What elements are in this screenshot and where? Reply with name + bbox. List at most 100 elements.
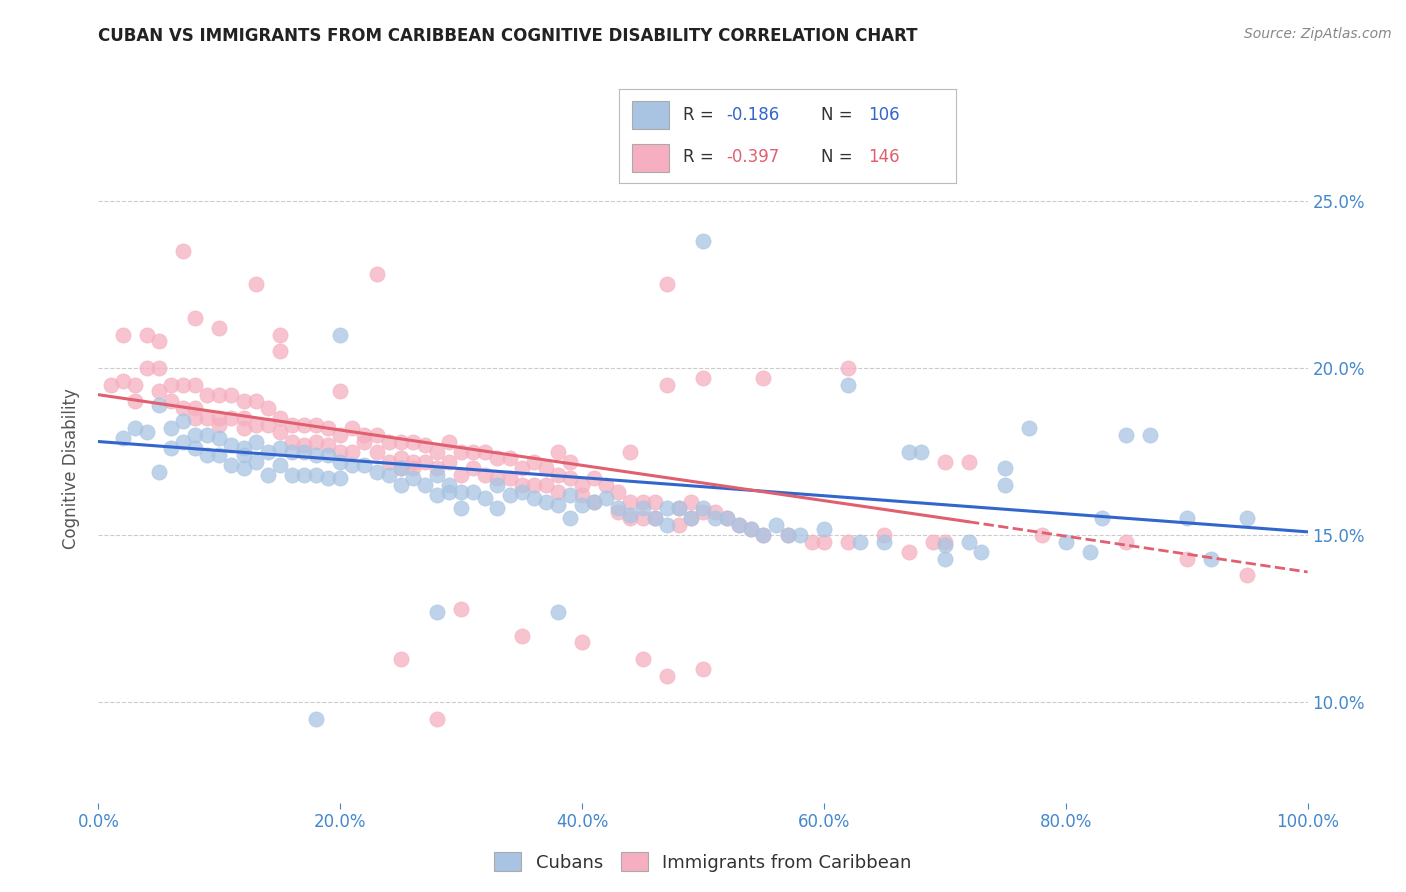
Point bbox=[377, 468, 399, 483]
Point bbox=[934, 455, 956, 469]
Point bbox=[316, 438, 339, 452]
Point bbox=[292, 444, 315, 458]
Point bbox=[547, 468, 569, 483]
Point bbox=[1115, 535, 1137, 549]
Point bbox=[281, 417, 304, 432]
Point bbox=[728, 518, 751, 533]
Point bbox=[160, 442, 183, 456]
Point bbox=[450, 602, 472, 616]
Point bbox=[619, 511, 641, 525]
Point bbox=[1115, 428, 1137, 442]
Point bbox=[607, 484, 630, 499]
Point bbox=[897, 545, 920, 559]
Point bbox=[1031, 528, 1053, 542]
Point bbox=[305, 712, 328, 726]
Point bbox=[305, 468, 328, 483]
Point bbox=[437, 484, 460, 499]
Point bbox=[256, 401, 278, 416]
Point bbox=[486, 501, 509, 516]
Point bbox=[316, 471, 339, 485]
Point bbox=[329, 455, 352, 469]
Point bbox=[450, 484, 472, 499]
Point bbox=[970, 545, 993, 559]
Point bbox=[704, 511, 727, 525]
Point bbox=[426, 605, 449, 619]
Point bbox=[195, 411, 218, 425]
Point bbox=[269, 425, 291, 439]
Point bbox=[534, 494, 557, 508]
Point bbox=[607, 505, 630, 519]
Text: R =: R = bbox=[683, 106, 718, 124]
Point bbox=[558, 471, 581, 485]
Point bbox=[692, 234, 714, 248]
Point bbox=[450, 468, 472, 483]
Point bbox=[148, 384, 170, 399]
Point bbox=[172, 244, 194, 258]
Point bbox=[498, 451, 520, 466]
Point bbox=[281, 444, 304, 458]
Point bbox=[679, 511, 702, 525]
Point bbox=[510, 461, 533, 475]
Point bbox=[558, 455, 581, 469]
Point bbox=[316, 421, 339, 435]
Point bbox=[305, 448, 328, 462]
Text: R =: R = bbox=[683, 148, 718, 166]
Point bbox=[342, 458, 364, 472]
Point bbox=[111, 375, 134, 389]
Point bbox=[124, 377, 146, 392]
Point bbox=[740, 521, 762, 535]
Point bbox=[1236, 511, 1258, 525]
Point bbox=[668, 501, 690, 516]
Point bbox=[389, 478, 412, 492]
Point bbox=[474, 468, 496, 483]
Point bbox=[752, 528, 775, 542]
Point bbox=[547, 498, 569, 512]
Point bbox=[256, 417, 278, 432]
Point bbox=[281, 468, 304, 483]
Point bbox=[111, 431, 134, 445]
Point bbox=[389, 451, 412, 466]
Point bbox=[463, 444, 485, 458]
Point bbox=[692, 505, 714, 519]
Point bbox=[631, 511, 654, 525]
Point bbox=[655, 669, 678, 683]
Point bbox=[402, 471, 425, 485]
Point bbox=[329, 428, 352, 442]
Point bbox=[752, 528, 775, 542]
Point bbox=[486, 451, 509, 466]
Point bbox=[655, 518, 678, 533]
Text: CUBAN VS IMMIGRANTS FROM CARIBBEAN COGNITIVE DISABILITY CORRELATION CHART: CUBAN VS IMMIGRANTS FROM CARIBBEAN COGNI… bbox=[98, 27, 918, 45]
Point bbox=[547, 444, 569, 458]
Text: -0.397: -0.397 bbox=[727, 148, 780, 166]
Point bbox=[655, 377, 678, 392]
Point bbox=[377, 455, 399, 469]
Point bbox=[534, 478, 557, 492]
Point bbox=[221, 411, 243, 425]
Point bbox=[413, 478, 436, 492]
Y-axis label: Cognitive Disability: Cognitive Disability bbox=[62, 388, 80, 549]
Point bbox=[316, 448, 339, 462]
Point bbox=[631, 501, 654, 516]
Text: N =: N = bbox=[821, 148, 858, 166]
Point bbox=[124, 394, 146, 409]
Point bbox=[837, 377, 859, 392]
Text: -0.186: -0.186 bbox=[727, 106, 780, 124]
Point bbox=[619, 508, 641, 523]
Point bbox=[571, 635, 593, 649]
Point bbox=[172, 434, 194, 449]
Point bbox=[957, 455, 980, 469]
Point bbox=[245, 455, 267, 469]
Point bbox=[1054, 535, 1077, 549]
Point bbox=[184, 377, 207, 392]
Point bbox=[232, 394, 254, 409]
Point bbox=[366, 428, 388, 442]
Point bbox=[232, 448, 254, 462]
Point bbox=[994, 478, 1017, 492]
Point bbox=[655, 277, 678, 292]
Point bbox=[450, 501, 472, 516]
Point bbox=[631, 652, 654, 666]
Point bbox=[437, 455, 460, 469]
Point bbox=[752, 371, 775, 385]
Point bbox=[1078, 545, 1101, 559]
Point bbox=[534, 461, 557, 475]
